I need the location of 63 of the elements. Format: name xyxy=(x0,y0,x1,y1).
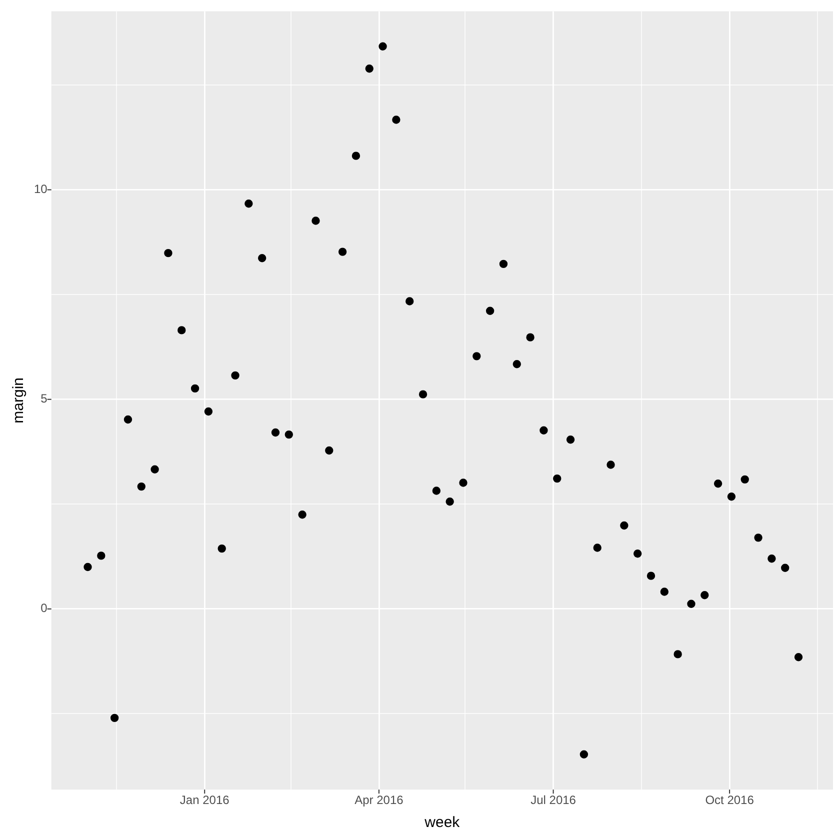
point xyxy=(700,591,709,600)
point xyxy=(727,492,736,501)
point xyxy=(446,498,454,506)
x-tick-label: Apr 2016 xyxy=(354,793,404,808)
point xyxy=(352,152,360,160)
x-tick-label: Jul 2016 xyxy=(530,793,576,808)
point xyxy=(110,714,119,722)
point xyxy=(204,407,213,416)
y-tick-label: 10 xyxy=(34,182,48,196)
point xyxy=(298,510,306,519)
point xyxy=(432,486,441,495)
point xyxy=(674,650,682,658)
point xyxy=(325,446,334,455)
point xyxy=(540,426,548,434)
point xyxy=(459,478,468,487)
point xyxy=(781,564,790,572)
point xyxy=(740,475,749,484)
point xyxy=(284,430,294,439)
point xyxy=(512,360,521,368)
x-tick-label: Oct 2016 xyxy=(705,793,754,808)
point xyxy=(526,333,534,342)
point xyxy=(794,653,803,662)
point xyxy=(150,465,159,474)
point xyxy=(620,521,628,530)
point xyxy=(312,216,320,225)
point xyxy=(190,384,200,393)
y-tick-label: 5 xyxy=(40,392,48,406)
point xyxy=(378,42,387,51)
point xyxy=(660,588,669,596)
point xyxy=(486,306,494,316)
point xyxy=(338,248,347,256)
point xyxy=(646,572,656,580)
x-axis-title: week xyxy=(424,814,460,832)
point xyxy=(137,482,146,491)
point xyxy=(418,390,428,398)
point xyxy=(566,435,575,444)
point xyxy=(124,415,132,424)
point xyxy=(271,428,280,437)
point xyxy=(392,116,400,124)
point xyxy=(84,562,92,572)
point xyxy=(580,750,588,758)
point xyxy=(258,254,266,262)
point xyxy=(593,544,602,552)
point xyxy=(606,460,615,469)
point xyxy=(244,200,253,208)
point xyxy=(633,550,642,558)
point xyxy=(714,480,722,488)
point xyxy=(178,326,186,334)
y-axis-title: margin xyxy=(10,377,28,424)
point xyxy=(365,64,374,73)
point xyxy=(231,371,240,380)
point xyxy=(406,297,414,306)
point xyxy=(97,552,106,560)
point xyxy=(754,534,762,542)
point xyxy=(164,248,172,258)
point xyxy=(499,260,508,268)
point xyxy=(218,544,226,553)
point xyxy=(472,352,481,360)
point xyxy=(687,600,696,608)
y-tick-label: 0 xyxy=(40,601,48,616)
point xyxy=(768,554,776,563)
x-tick-label: Jan 2016 xyxy=(180,793,230,808)
point xyxy=(553,474,562,483)
